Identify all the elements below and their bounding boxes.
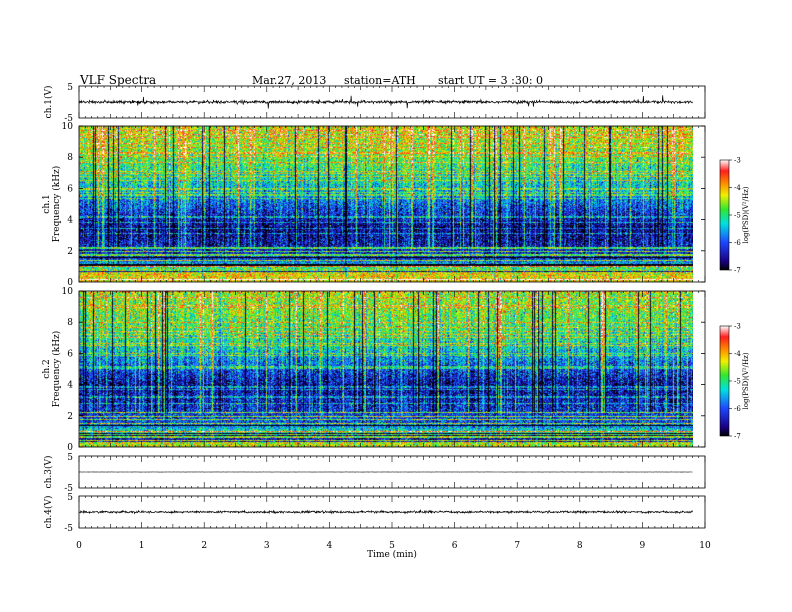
ch2-colorbar-ticks: -3 -4 -5 -6 -7 (729, 323, 741, 441)
spec-ytick-label: 6 (67, 184, 73, 194)
x-tick-label: 8 (577, 541, 583, 551)
ch2-spectrogram-heatmap (79, 291, 693, 447)
x-tick-label: 5 (389, 541, 395, 551)
spec-ytick-label: 10 (62, 122, 74, 132)
x-tick-label: 3 (264, 541, 270, 551)
ch1-tick-bottom: -5 (64, 114, 73, 124)
ch1-spec-ylabel-line2: Frequency (kHz) (51, 166, 62, 243)
ch2-spec-ylabel-line2: Frequency (kHz) (51, 331, 62, 408)
spec-ytick-label: 0 (67, 443, 73, 453)
colorbar-tick-label: -6 (734, 405, 741, 413)
spec-ytick-label: 4 (67, 216, 73, 226)
ch1-spec-ylabel-line1: ch.1 (42, 194, 52, 213)
panel-ch3-wave: 5 -5 ch.3(V) (43, 453, 706, 494)
ch2-colorbar-label: log(PSD)(V²/Hz) (742, 352, 750, 409)
ch4-wave-ylabel: ch.4(V) (43, 496, 54, 529)
spec-ytick-label: 4 (67, 381, 73, 391)
spec-ytick-label: 8 (67, 153, 73, 163)
ch1-wave-ylabel: ch.1(V) (43, 86, 54, 119)
ch3-wave-ylabel: ch.3(V) (43, 456, 54, 489)
spec-ytick-label: 8 (67, 318, 73, 328)
x-axis-tick-labels: 0 1 2 3 4 5 6 7 8 9 10 (76, 541, 711, 551)
spec-ytick-label: 2 (67, 247, 73, 257)
panel-ch1-wave: 5 -5 ch.1(V) (43, 83, 706, 124)
x-tick-label: 0 (76, 541, 82, 551)
colorbar-tick-label: -5 (734, 212, 741, 220)
x-tick-label: 7 (514, 541, 520, 551)
x-axis-label: Time (min) (367, 549, 417, 560)
ch2-spec-yticks: 0 2 4 6 8 10 (62, 287, 705, 453)
colorbar-tick-label: -3 (734, 323, 741, 331)
spec-ytick-label: 0 (67, 278, 73, 288)
ch2-colorbar (719, 325, 730, 437)
station-label: station=ATH (344, 74, 416, 87)
ch1-tick-top: 5 (67, 83, 73, 93)
spec-ytick-label: 2 (67, 412, 73, 422)
x-tick-label: 2 (201, 541, 207, 551)
colorbar-tick-label: -4 (734, 184, 741, 192)
start-time-label: start UT = 3 :30: 0 (438, 74, 543, 87)
ch1-colorbar-label: log(PSD)(V²/Hz) (742, 186, 750, 243)
colorbar-tick-label: -3 (734, 157, 741, 165)
colorbar-tick-label: -7 (734, 433, 741, 441)
ch4-tick-bottom: -5 (64, 524, 73, 534)
colorbar-tick-label: -6 (734, 239, 741, 247)
panel-ch4-wave: 5 -5 ch.4(V) (43, 493, 706, 534)
x-tick-label: 6 (452, 541, 458, 551)
colorbar-tick-label: -7 (734, 267, 741, 275)
ch1-spec-yticks: 0 2 4 6 8 10 (62, 122, 705, 288)
x-tick-label: 10 (699, 541, 711, 551)
ch2-spec-ylabel-line1: ch.2 (42, 359, 52, 378)
spec-ytick-label: 6 (67, 349, 73, 359)
figure-title: VLF Spectra (79, 73, 156, 87)
ch1-wave-trace (78, 95, 693, 109)
x-tick-label: 1 (139, 541, 145, 551)
x-tick-label: 9 (640, 541, 646, 551)
x-axis-ticks (78, 86, 706, 528)
x-tick-label: 4 (327, 541, 333, 551)
ch4-tick-top: 5 (67, 493, 73, 503)
ch3-tick-bottom: -5 (64, 484, 73, 494)
ch3-tick-top: 5 (67, 453, 73, 463)
ch4-wave-trace (78, 509, 693, 515)
spec-ytick-label: 10 (62, 287, 74, 297)
ch1-colorbar (719, 159, 730, 271)
colorbar-tick-label: -4 (734, 350, 741, 358)
colorbar-tick-label: -5 (734, 378, 741, 386)
ch1-spectrogram-heatmap (79, 126, 693, 282)
date-label: Mar.27, 2013 (252, 74, 326, 87)
ch1-colorbar-ticks: -3 -4 -5 -6 -7 (729, 157, 741, 275)
